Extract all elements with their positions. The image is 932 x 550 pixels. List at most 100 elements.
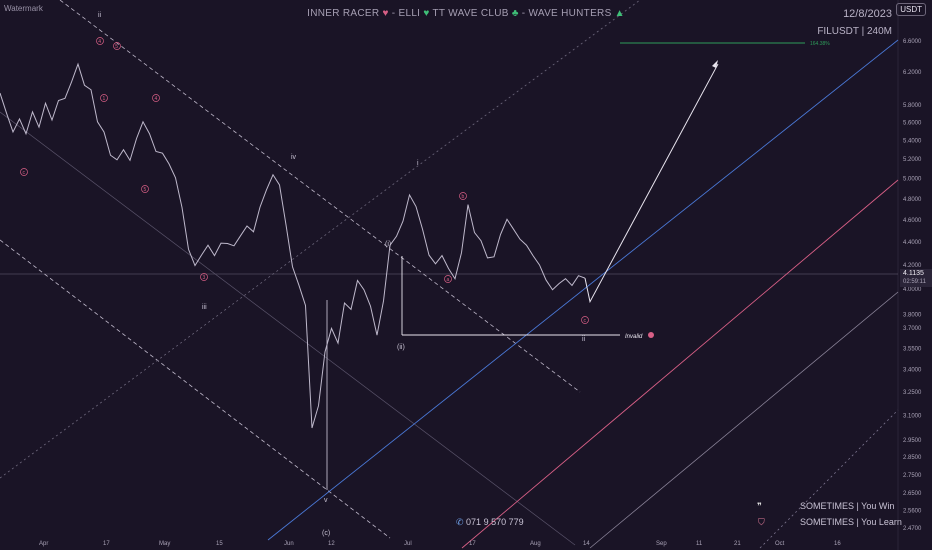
y-tick-label: 2.7500 [903,473,922,479]
circle-label: 5 [141,185,149,193]
x-tick-label: 21 [734,541,741,547]
dashed-downtrend-lower [0,239,391,539]
circle-label: 3 [200,273,208,281]
y-tick-label: 3.4000 [903,368,922,374]
y-tick-label: 5.2000 [903,157,922,163]
header-tt: TT WAVE CLUB [432,8,509,19]
last-price: 4.1135 [903,270,924,277]
circle-label: 4 [96,37,104,45]
y-tick-label: 4.6000 [903,218,922,224]
x-axis: Apr 17 May 15 Jun 12 Jul 17 Aug 14 Sep 11 21 Oct 16 [39,541,841,547]
circle-label: 5 [113,42,121,50]
bar-timer: 02:59:11 [903,279,926,285]
y-tick-label: 3.8000 [903,313,922,319]
symbol-interval: FILUSDT | 240M [817,26,892,37]
quote-icon: ❞ [757,501,762,511]
wave-label-paren-ii: (ii) [397,344,405,351]
wave-label-c: (c) [322,530,330,537]
y-tick-label: 5.8000 [903,103,922,109]
svg-text:c: c [23,170,26,176]
svg-text:4: 4 [98,39,101,45]
x-tick-label: Jun [284,541,294,547]
svg-text:b: b [462,194,465,200]
footer-line-1: SOMETIMES | You Win [800,501,895,511]
svg-text:5: 5 [144,187,147,193]
watermark: Watermark [4,4,43,13]
chart-date: 12/8/2023 [843,8,892,20]
x-tick-label: May [159,541,170,547]
green-heart-icon: ♥ [423,8,430,19]
x-tick-label: 17 [469,541,476,547]
header-left: INNER RACER [307,8,380,19]
phone-number: ✆ 071 9 570 779 [456,517,524,527]
projection-path [584,63,719,304]
circled-wave-labels: 4 5 c 1 4 5 3 a b c [20,37,589,324]
circle-label: c [581,316,589,324]
triangle-icon: ▲ [614,8,625,19]
channel-lines [0,0,899,549]
y-tick-label: 3.2500 [903,390,922,396]
x-tick-label: Jul [404,541,412,547]
circle-label: a [444,275,452,283]
x-tick-label: Aug [530,541,541,547]
x-tick-label: 14 [583,541,590,547]
red-channel-line [461,179,899,549]
currency-badge[interactable]: USDT [896,3,926,16]
y-tick-label: 3.5500 [903,346,922,352]
wave-label-ii-2: ii [582,336,586,343]
dotted-uptrend-upper [0,0,641,479]
last-price-box [900,269,932,287]
y-tick-label: 2.4700 [903,526,922,532]
price-series [0,62,586,429]
dashed-downtrend-upper [59,0,581,393]
projection-arrowhead [712,60,718,68]
y-tick-label: 2.8500 [903,455,922,461]
target-label: 164.38% [810,41,830,47]
x-tick-label: 17 [103,541,110,547]
x-tick-label: 12 [328,541,335,547]
wave-labels: ii iii iv v (c) i ii (i) (ii) [98,12,586,537]
y-tick-label: 3.7000 [903,326,922,332]
x-tick-label: Sep [656,541,667,547]
svg-text:a: a [447,277,450,283]
header-middle: ELLI [398,8,421,19]
svg-text:3: 3 [203,275,206,281]
header-right: WAVE HUNTERS [528,8,612,19]
y-tick-label: 3.1000 [903,413,922,419]
shield-icon: ⛉ [758,517,765,527]
x-tick-label: 11 [696,541,703,547]
wave-label-ii: ii [98,12,102,19]
svg-text:5: 5 [115,44,118,50]
wave-label-i: i [417,160,419,167]
y-tick-label: 2.9500 [903,438,922,444]
y-tick-label: 4.2000 [903,263,922,269]
wave-label-iii: iii [202,304,207,311]
y-axis: 6.6000 6.2000 5.8000 5.6000 5.4000 5.2000 5.00… [903,39,922,532]
chart-header: INNER RACER ♥ - ELLI ♥ TT WAVE CLUB ♣ - … [307,8,625,19]
svg-text:1: 1 [103,96,106,102]
circle-label: 1 [100,94,108,102]
circle-label: 4 [152,94,160,102]
y-tick-label: 2.6500 [903,491,922,497]
svg-text:4: 4 [155,96,158,102]
y-tick-label: 6.2000 [903,70,922,76]
x-tick-label: Oct [775,541,785,547]
y-tick-label: 4.0000 [903,287,922,293]
svg-text:c: c [584,318,587,324]
wave-label-paren-i: (i) [385,241,391,248]
footer-line-2: SOMETIMES | You Learn [800,517,902,527]
wave-label-iv: iv [291,154,297,161]
y-tick-label: 4.4000 [903,240,922,246]
circle-label: b [459,192,467,200]
y-tick-label: 4.8000 [903,197,922,203]
y-tick-label: 2.5600 [903,508,922,514]
invalid-label: Invalid [625,334,643,340]
x-tick-label: 15 [216,541,223,547]
x-tick-label: Apr [39,541,48,547]
y-tick-label: 5.6000 [903,120,922,126]
heart-icon: ♥ [382,8,392,19]
phone-icon: ✆ [456,517,467,527]
x-tick-label: 16 [834,541,841,547]
